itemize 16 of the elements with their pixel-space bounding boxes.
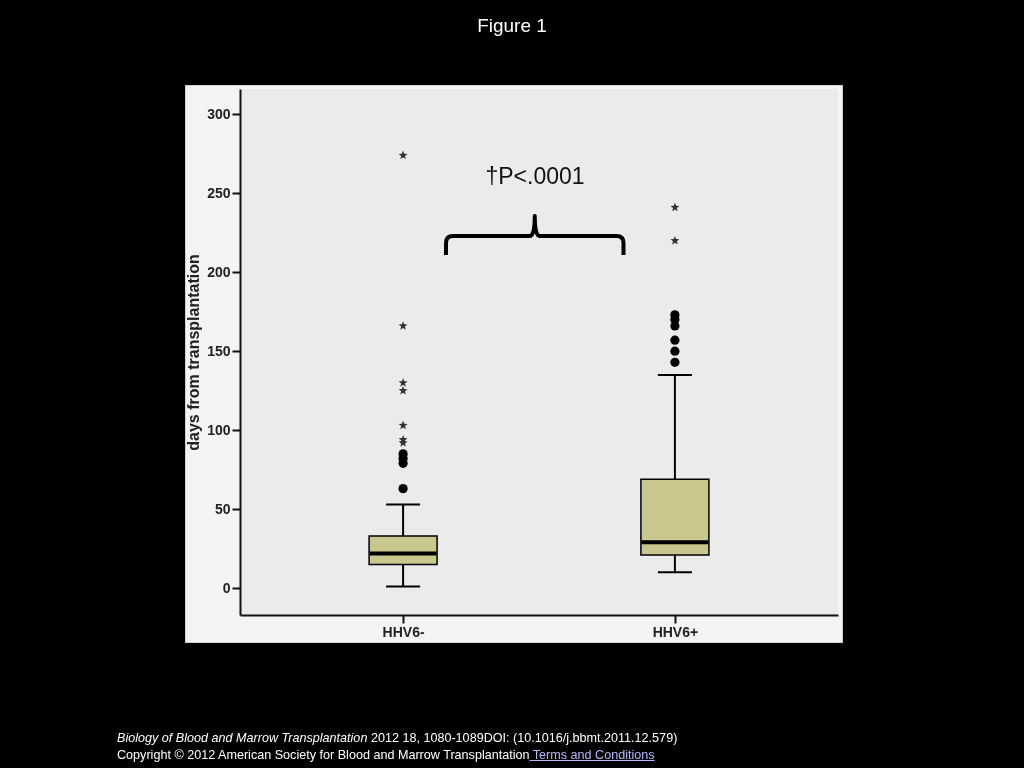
y-tick-label: 300	[207, 105, 231, 122]
y-tick-label: 150	[207, 342, 231, 359]
text: 2012 18, 1080-1089DOI: (10.1016/j.bbmt.2011.12.579)	[370, 731, 678, 745]
text: Copyright © 2012 American Society for Blood and Marrow Transplantation	[117, 748, 530, 762]
y-axis-title: days from transplantation	[185, 254, 203, 451]
x-tick-label: HHV6-	[382, 623, 425, 640]
chart-title: Figure 1	[476, 15, 548, 37]
y-tick-label: 50	[214, 500, 231, 517]
y-tick-label: 100	[207, 421, 231, 438]
text: Terms and Conditions	[531, 748, 655, 762]
annotation: †P<.0001	[485, 163, 585, 190]
y-tick-label: 0	[222, 579, 231, 596]
y-tick-label: 200	[207, 263, 231, 280]
text: Biology of Blood and Marrow Transplantation	[117, 731, 368, 745]
x-tick-label: HHV6+	[652, 623, 699, 640]
y-tick-label: 250	[207, 184, 231, 201]
